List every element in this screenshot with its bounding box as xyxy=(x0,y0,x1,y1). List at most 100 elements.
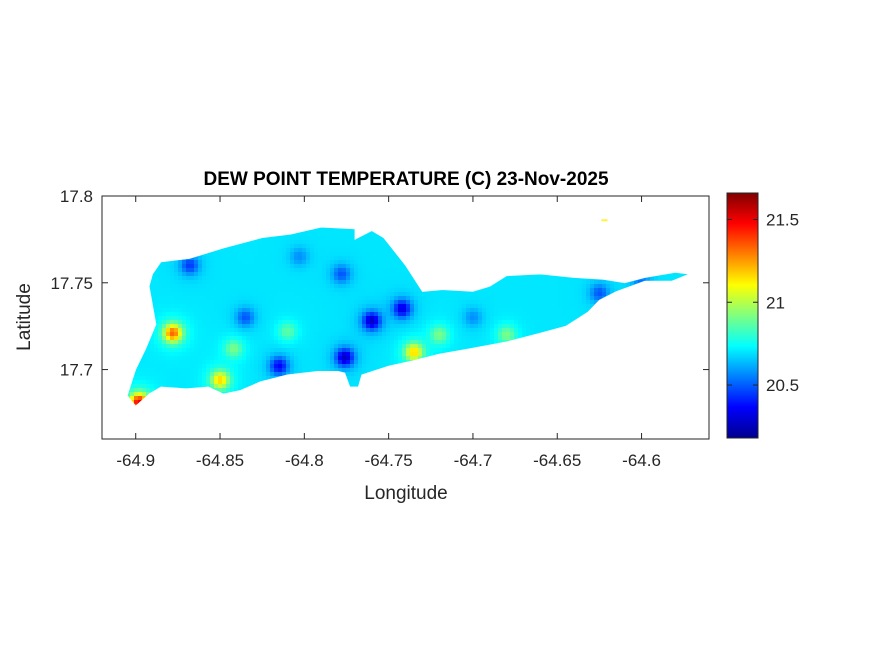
field-cell xyxy=(330,228,335,233)
field-cell xyxy=(350,232,355,237)
field-cell xyxy=(178,324,183,329)
field-cell xyxy=(566,308,571,313)
field-cell xyxy=(506,308,511,313)
field-cell xyxy=(486,288,491,293)
field-cell xyxy=(554,300,559,305)
field-cell xyxy=(150,280,155,285)
field-cell xyxy=(354,300,359,305)
field-cell xyxy=(418,312,423,317)
field-cell xyxy=(306,260,311,265)
field-cell xyxy=(574,276,579,281)
field-cell xyxy=(174,292,179,297)
field-cell xyxy=(258,312,263,317)
field-cell xyxy=(578,304,583,309)
field-cell xyxy=(350,268,355,273)
field-cell xyxy=(466,312,471,317)
field-cell xyxy=(202,304,207,309)
field-cell xyxy=(318,248,323,253)
field-cell xyxy=(262,272,267,277)
field-cell xyxy=(254,244,259,249)
field-cell xyxy=(194,264,199,269)
field-cell xyxy=(378,312,383,317)
field-cell xyxy=(226,256,231,261)
field-cell xyxy=(362,252,367,257)
field-cell xyxy=(222,260,227,265)
field-cell xyxy=(166,292,171,297)
field-cell xyxy=(534,316,539,321)
field-cell xyxy=(582,284,587,289)
field-cell xyxy=(410,300,415,305)
field-cell xyxy=(466,292,471,297)
field-cell xyxy=(310,232,315,237)
field-cell xyxy=(514,308,519,313)
field-cell xyxy=(246,316,251,321)
field-cell xyxy=(606,292,611,297)
field-cell xyxy=(406,280,411,285)
field-cell xyxy=(258,240,263,245)
field-cell xyxy=(314,324,319,329)
field-cell xyxy=(410,320,415,325)
field-cell xyxy=(414,324,419,329)
field-cell xyxy=(174,308,179,313)
field-cell xyxy=(374,232,379,237)
field-cell xyxy=(570,288,575,293)
field-cell xyxy=(282,300,287,305)
field-cell xyxy=(422,296,427,301)
field-cell xyxy=(242,268,247,273)
field-cell xyxy=(306,252,311,257)
field-cell xyxy=(418,300,423,305)
field-cell xyxy=(206,268,211,273)
field-cell xyxy=(286,264,291,269)
field-cell xyxy=(558,288,563,293)
field-cell xyxy=(186,264,191,269)
field-cell xyxy=(350,296,355,301)
field-cell xyxy=(610,288,615,293)
field-cell xyxy=(538,276,543,281)
field-cell xyxy=(166,288,171,293)
field-cell xyxy=(338,320,343,325)
field-cell xyxy=(354,288,359,293)
field-cell xyxy=(502,296,507,301)
field-cell xyxy=(398,272,403,277)
field-cell xyxy=(334,288,339,293)
field-cell xyxy=(538,296,543,301)
field-cell xyxy=(346,264,351,269)
field-cell xyxy=(294,320,299,325)
field-cell xyxy=(218,304,223,309)
field-cell xyxy=(350,276,355,281)
field-cell xyxy=(278,292,283,297)
field-cell xyxy=(242,264,247,269)
field-cell xyxy=(326,304,331,309)
field-cell xyxy=(342,276,347,281)
field-cell xyxy=(382,288,387,293)
field-cell xyxy=(218,276,223,281)
field-cell xyxy=(326,248,331,253)
field-cell xyxy=(498,288,503,293)
field-cell xyxy=(450,324,455,329)
field-cell xyxy=(374,240,379,245)
field-cell xyxy=(314,312,319,317)
field-cell xyxy=(186,280,191,285)
field-cell xyxy=(522,304,527,309)
field-cell xyxy=(390,280,395,285)
field-cell xyxy=(382,320,387,325)
field-cell xyxy=(194,308,199,313)
field-cell xyxy=(558,296,563,301)
field-cell xyxy=(518,296,523,301)
field-cell xyxy=(166,280,171,285)
field-cell xyxy=(354,272,359,277)
field-cell xyxy=(314,252,319,257)
field-cell xyxy=(266,276,271,281)
field-cell xyxy=(246,280,251,285)
field-cell xyxy=(174,312,179,317)
field-cell xyxy=(270,308,275,313)
field-cell xyxy=(190,316,195,321)
field-cell xyxy=(222,268,227,273)
field-cell xyxy=(562,304,567,309)
field-cell xyxy=(202,288,207,293)
field-cell xyxy=(238,272,243,277)
field-cell xyxy=(450,292,455,297)
field-cell xyxy=(354,308,359,313)
field-cell xyxy=(158,304,163,309)
field-cell xyxy=(334,276,339,281)
